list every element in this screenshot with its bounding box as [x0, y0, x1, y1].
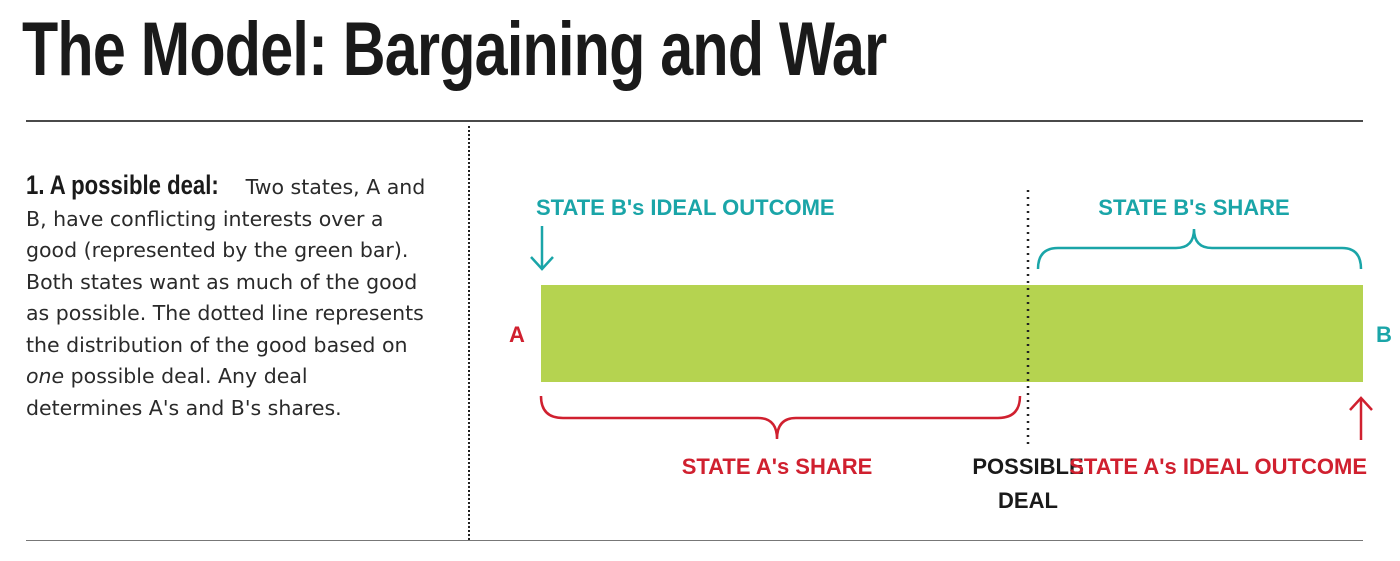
up-arrow-icon [1349, 396, 1373, 440]
top-divider [26, 120, 1363, 122]
state-b-share-label: STATE B's SHARE [1098, 195, 1289, 220]
state-a-share-brace [539, 395, 1022, 440]
state-b-share-brace [1036, 228, 1363, 270]
good-bar [541, 285, 1363, 382]
possible-deal-label-line2: DEAL [998, 488, 1058, 513]
bottom-divider [26, 540, 1363, 541]
label-a: A [509, 322, 525, 347]
state-b-ideal-label: STATE B's IDEAL OUTCOME [536, 195, 835, 220]
state-a-share-label: STATE A's SHARE [682, 454, 873, 479]
down-arrow-icon [530, 226, 554, 271]
label-b: B [1376, 322, 1392, 347]
description-part2: possible deal. Any deal determines A's a… [26, 364, 342, 420]
page-title: The Model: Bargaining and War [22, 7, 887, 92]
description-part1: Two states, A and B, have conflicting in… [26, 175, 426, 357]
possible-deal-label-line1: POSSIBLE [972, 454, 1083, 479]
state-a-ideal-label: STATE A's IDEAL OUTCOME [1069, 454, 1367, 479]
description-lead: 1. A possible deal: [26, 170, 219, 200]
vertical-dotted-divider [468, 126, 470, 540]
description-text: 1. A possible deal: Two states, A and B,… [26, 170, 426, 424]
description-emphasis: one [26, 364, 65, 388]
bargaining-diagram: STATE B's IDEAL OUTCOME STATE B's SHARE … [509, 190, 1392, 513]
